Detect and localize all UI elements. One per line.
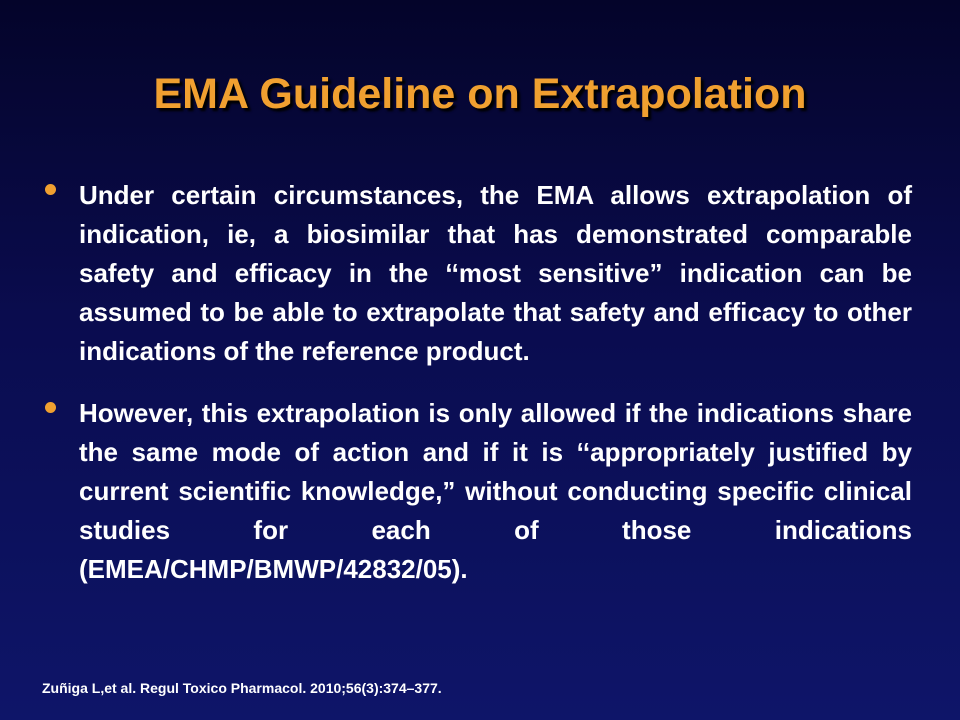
citation: Zuñiga L,et al. Regul Toxico Pharmacol. … [42, 680, 442, 696]
bullet-item: However, this extrapolation is only allo… [45, 394, 912, 589]
slide-title: EMA Guideline on Extrapolation [153, 70, 807, 118]
bullet-text: However, this extrapolation is only allo… [79, 398, 912, 584]
bullet-list: Under certain circumstances, the EMA all… [0, 176, 960, 612]
bullet-item: Under certain circumstances, the EMA all… [45, 176, 912, 371]
bullet-text: Under certain circumstances, the EMA all… [79, 180, 912, 366]
bullet-dot-icon [45, 402, 56, 413]
bullet-dot-icon [45, 184, 56, 195]
